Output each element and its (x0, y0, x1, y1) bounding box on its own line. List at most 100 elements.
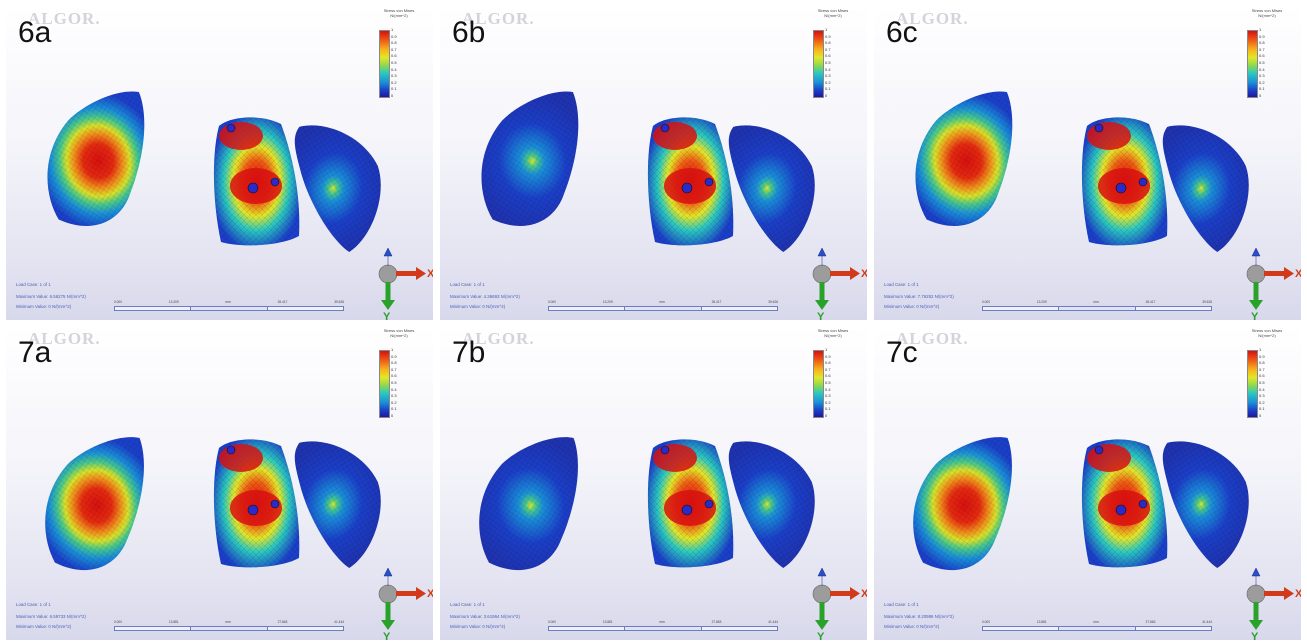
legend-ticks: 1 0.9 0.8 0.7 0.6 0.5 0.4 0.3 0.2 0.1 0 (1259, 348, 1265, 418)
scale-tick-label: 27.863 (711, 620, 722, 624)
legend-tick: 0.2 (391, 399, 397, 405)
legend-tick: 1 (1259, 347, 1262, 352)
figure-panel-7b: ALGOR. 7b Stress von Mises N/(mm^2) 1 0.9 0.8… (440, 326, 867, 640)
axis-triad-icon: XY (812, 247, 867, 320)
scale-tick-label: 13.209 (1036, 300, 1047, 304)
result-info: Load Case: 1 of 1 Maximum Value: 8.20986 … (884, 588, 1214, 638)
color-legend: Stress von Mises N/(mm^2) 1 0.9 0.8 0.7 0.6 0.… (1243, 8, 1283, 100)
max-value-text: Maximum Value: 4.36693 N/(mm^2) (450, 294, 520, 299)
legend-tick: 0.2 (1259, 79, 1265, 85)
scale-bar: 0.000 13.881 mm 27.863 41.444 (982, 620, 1212, 632)
legend-tick: 1 (391, 347, 394, 352)
min-value-text: Minimum Value: 0 N/(mm^2) (884, 304, 940, 309)
panel-label: 7a (18, 336, 52, 369)
result-info: Load Case: 1 of 1 Maximum Value: 6.56275 … (16, 268, 346, 318)
legend-tick: 0.8 (1259, 40, 1265, 46)
legend-tick: 0.6 (1259, 373, 1265, 379)
legend-tick: 0.3 (1259, 73, 1265, 79)
load-case-text: Load Case: 1 of 1 (884, 282, 919, 287)
scale-tick-label: 26.417 (1145, 300, 1156, 304)
scale-tick-label: mm (1093, 300, 1099, 304)
legend-tick: 0.4 (1259, 66, 1265, 72)
scale-tick-label: mm (1093, 620, 1099, 624)
fea-stress-models (915, 91, 1249, 253)
legend-tick: 0.2 (825, 399, 831, 405)
color-legend: Stress von Mises N/(mm^2) 1 0.9 0.8 0.7 0.6 0.… (375, 328, 415, 420)
load-case-text: Load Case: 1 of 1 (450, 282, 485, 287)
scale-tick-label: 13.881 (168, 620, 179, 624)
scale-bar: 0.000 13.209 mm 26.417 39.626 (548, 300, 778, 312)
axis-y-label: Y (383, 631, 391, 640)
legend-tick: 0.7 (825, 46, 831, 52)
legend-ticks: 1 0.9 0.8 0.7 0.6 0.5 0.4 0.3 0.2 0.1 0 (391, 348, 397, 418)
legend-tick: 0.6 (391, 373, 397, 379)
scale-tick-label: 13.881 (602, 620, 613, 624)
legend-tick: 0.8 (825, 360, 831, 366)
legend-tick: 0.7 (1259, 366, 1265, 372)
algor-logo: ALGOR. (462, 9, 535, 28)
legend-tick: 0.5 (391, 59, 397, 65)
axis-x-label: X (1295, 588, 1301, 600)
scale-tick-label: 26.417 (277, 300, 288, 304)
axis-x-label: X (861, 588, 867, 600)
color-legend: Stress von Mises N/(mm^2) 1 0.9 0.8 0.7 0.6 0.… (809, 8, 849, 100)
legend-tick: 0.9 (391, 353, 397, 359)
scale-bar: 0.000 13.881 mm 27.863 41.444 (548, 620, 778, 632)
scale-tick-label: 39.626 (1202, 300, 1212, 304)
legend-ticks: 1 0.9 0.8 0.7 0.6 0.5 0.4 0.3 0.2 0.1 0 (825, 28, 831, 98)
min-value-text: Minimum Value: 0 N/(mm^2) (450, 304, 506, 309)
legend-tick: 1 (1259, 27, 1262, 32)
min-value-text: Minimum Value: 0 N/(mm^2) (884, 624, 940, 629)
scale-tick-label: 39.626 (334, 300, 344, 304)
legend-tick: 0.6 (825, 373, 831, 379)
scale-tick-label: 0.000 (548, 620, 556, 624)
legend-tick: 0.7 (1259, 46, 1265, 52)
scale-tick-label: mm (225, 300, 231, 304)
legend-tick: 0.8 (1259, 360, 1265, 366)
axis-y-label: Y (817, 311, 825, 320)
axis-y-label: Y (383, 311, 391, 320)
algor-logo: ALGOR. (28, 329, 101, 348)
result-info: Load Case: 1 of 1 Maximum Value: 4.36693 … (450, 268, 780, 318)
legend-color-bar (1247, 30, 1258, 98)
legend-title: Stress von Mises N/(mm^2) (817, 8, 849, 18)
legend-tick: 0.8 (391, 360, 397, 366)
min-value-text: Minimum Value: 0 N/(mm^2) (16, 624, 72, 629)
legend-tick: 0.2 (825, 79, 831, 85)
scale-tick-label: 27.863 (277, 620, 288, 624)
fea-stress-models (45, 437, 381, 571)
legend-tick: 0.9 (1259, 33, 1265, 39)
legend-tick: 0.5 (825, 379, 831, 385)
min-value-text: Minimum Value: 0 N/(mm^2) (450, 624, 506, 629)
legend-color-bar (813, 30, 824, 98)
axis-x-label: X (861, 268, 867, 280)
panel-label: 6a (18, 16, 52, 49)
legend-tick: 0.4 (825, 386, 831, 392)
legend-ticks: 1 0.9 0.8 0.7 0.6 0.5 0.4 0.3 0.2 0.1 0 (1259, 28, 1265, 98)
scale-tick-label: 0.000 (114, 300, 122, 304)
legend-tick: 0.3 (1259, 393, 1265, 399)
scale-bar: 0.000 13.209 mm 26.417 39.626 (982, 300, 1212, 312)
legend-tick: 0 (391, 412, 394, 418)
legend-tick: 1 (825, 27, 828, 32)
scale-tick-label: 0.000 (114, 620, 122, 624)
algor-logo: ALGOR. (896, 329, 969, 348)
legend-tick: 0.1 (825, 406, 831, 412)
axis-triad-icon: XY (1246, 567, 1301, 640)
legend-tick: 1 (825, 347, 828, 352)
load-case-text: Load Case: 1 of 1 (16, 282, 51, 287)
scale-tick-label: 13.209 (168, 300, 179, 304)
axis-y-label: Y (817, 631, 825, 640)
min-value-text: Minimum Value: 0 N/(mm^2) (16, 304, 72, 309)
scale-tick-label: 0.000 (548, 300, 556, 304)
legend-tick: 0.6 (1259, 53, 1265, 59)
color-legend: Stress von Mises N/(mm^2) 1 0.9 0.8 0.7 0.6 0.… (375, 8, 415, 100)
scale-bar: 0.000 13.209 mm 26.417 39.626 (114, 300, 344, 312)
scale-tick-label: 41.444 (768, 620, 778, 624)
legend-color-bar (379, 30, 390, 98)
legend-tick: 0.5 (391, 379, 397, 385)
panel-label: 7b (452, 336, 486, 369)
axis-y-label: Y (1251, 311, 1259, 320)
legend-tick: 0 (391, 92, 394, 98)
axis-triad-icon: XY (1246, 247, 1301, 320)
